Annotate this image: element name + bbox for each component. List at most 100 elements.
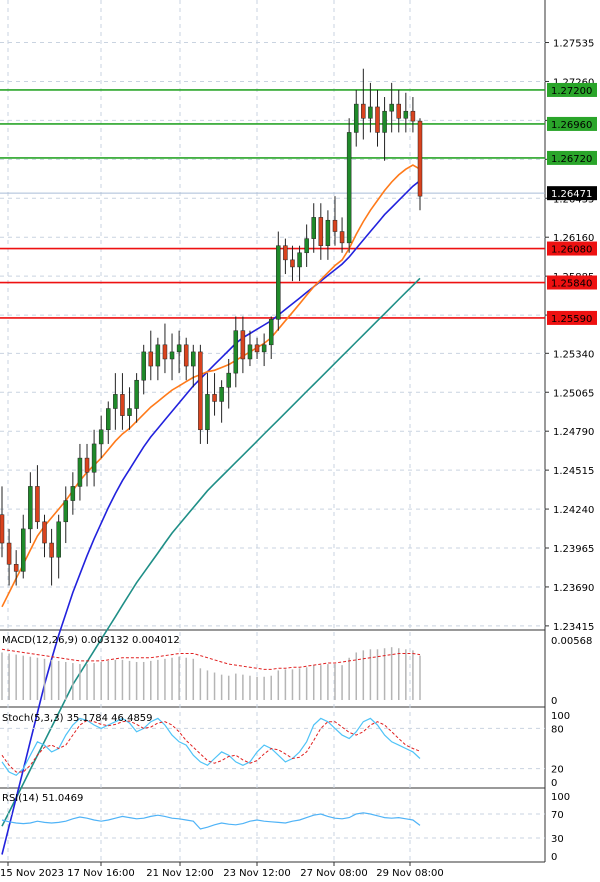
candle-down xyxy=(254,344,260,353)
price-tick-label: 1.25065 xyxy=(553,388,594,399)
candle-up xyxy=(311,217,316,239)
candle-down xyxy=(396,103,401,119)
candle-up xyxy=(268,319,274,346)
candle-up xyxy=(346,132,352,244)
candle-down xyxy=(198,351,203,431)
price-tick-label: 1.23415 xyxy=(553,622,594,633)
candle-down xyxy=(49,542,54,558)
support-level-label: 1.25840 xyxy=(551,279,592,290)
candle-down xyxy=(410,110,416,122)
candle-down xyxy=(148,351,154,367)
candle-up xyxy=(247,344,253,360)
candle-down xyxy=(339,231,345,244)
stoch-axis-label: 100 xyxy=(551,711,570,722)
resistance-level-label-bg xyxy=(547,82,597,97)
candle-up xyxy=(353,103,359,133)
candle-up xyxy=(191,351,196,367)
candle-down xyxy=(361,103,366,119)
stoch-label: Stoch(5,3,3) 35.1784 46.4859 xyxy=(2,713,153,724)
candle-up xyxy=(403,110,409,119)
candle-down xyxy=(0,514,5,544)
candle-up xyxy=(77,457,83,487)
candle-up xyxy=(106,408,111,431)
time-tick-label: 27 Nov 08:00 xyxy=(300,868,367,879)
candle-up xyxy=(226,372,231,388)
candle-up xyxy=(63,500,69,523)
macd-panel: 0.00568 0 xyxy=(1,636,592,707)
candle-up xyxy=(141,351,146,381)
resistance-level-label: 1.27200 xyxy=(551,86,592,97)
time-tick-label: 29 Nov 08:00 xyxy=(376,868,443,879)
candle-down xyxy=(162,344,168,360)
candle-down xyxy=(6,542,12,565)
price-tick-label: 1.24240 xyxy=(553,505,594,516)
price-tick-label: 1.23965 xyxy=(553,544,594,555)
macd-axis-label: 0.00568 xyxy=(551,636,592,647)
current-price-label-bg xyxy=(547,186,597,201)
time-tick-label: 17 Nov 16:00 xyxy=(67,868,134,879)
candle-up xyxy=(176,344,182,353)
ma-slow-line xyxy=(1,277,421,827)
rsi-label: RSI(14) 51.0469 xyxy=(2,793,83,804)
candle-up xyxy=(98,429,104,445)
rsi-axis-label: 70 xyxy=(551,810,564,821)
candle-up xyxy=(155,344,161,367)
time-axis: 15 Nov 2023 17 Nov 16:00 21 Nov 12:00 23 No… xyxy=(0,862,444,879)
resistance-level-label-bg xyxy=(547,150,597,165)
stoch-axis-label: 0 xyxy=(551,778,557,789)
time-tick-label: 15 Nov 2023 xyxy=(0,868,64,879)
candle-down xyxy=(212,394,217,402)
support-level-label: 1.26080 xyxy=(551,245,592,256)
rsi-axis-label: 100 xyxy=(551,792,570,803)
candle-down xyxy=(332,219,338,232)
current-price-label: 1.26471 xyxy=(551,189,592,200)
resistance-level-label: 1.26960 xyxy=(551,120,592,131)
candle-up xyxy=(113,394,118,409)
candle-down xyxy=(417,120,423,197)
support-level-label: 1.25590 xyxy=(551,314,592,325)
stoch-axis-label: 20 xyxy=(551,765,564,776)
candle-up xyxy=(261,344,267,353)
candle-up xyxy=(56,521,61,558)
candle-down xyxy=(42,521,47,544)
price-tick-label: 1.26160 xyxy=(553,233,594,244)
rsi-axis-label: 30 xyxy=(551,834,564,845)
level-lines xyxy=(0,89,545,319)
candle-down xyxy=(318,217,324,246)
support-level-label-bg xyxy=(547,275,597,290)
candle-up xyxy=(233,330,239,374)
candle-up xyxy=(368,106,373,119)
candle-up xyxy=(389,103,394,112)
candle-down xyxy=(84,457,90,473)
candle-down xyxy=(240,330,246,360)
candle-up xyxy=(91,443,97,473)
candle-down xyxy=(120,394,125,416)
rsi-line xyxy=(1,812,421,830)
resistance-level-label-bg xyxy=(547,116,597,131)
candle-down xyxy=(13,564,19,572)
price-tick-label: 1.27535 xyxy=(553,39,594,50)
price-tick-label: 1.23690 xyxy=(553,583,594,594)
ma-mid-line xyxy=(1,179,421,855)
macd-axis-label: 0 xyxy=(551,696,557,707)
stoch-axis-label: 80 xyxy=(551,724,564,735)
candle-up xyxy=(325,219,331,246)
candle-up xyxy=(134,379,139,409)
candle-up xyxy=(304,238,309,254)
candle-up xyxy=(205,394,210,431)
candle-down xyxy=(290,259,295,268)
candle-up xyxy=(169,351,175,360)
price-tick-label: 1.24515 xyxy=(553,466,594,477)
candle-up xyxy=(70,486,76,501)
candle-up xyxy=(276,245,281,320)
stoch-d-line xyxy=(1,719,421,773)
macd-signal-line xyxy=(1,648,421,670)
candle-down xyxy=(375,106,380,133)
support-level-label-bg xyxy=(547,310,597,325)
support-level-label-bg xyxy=(547,241,597,256)
candle-down xyxy=(283,245,288,261)
candle-down xyxy=(35,486,40,523)
